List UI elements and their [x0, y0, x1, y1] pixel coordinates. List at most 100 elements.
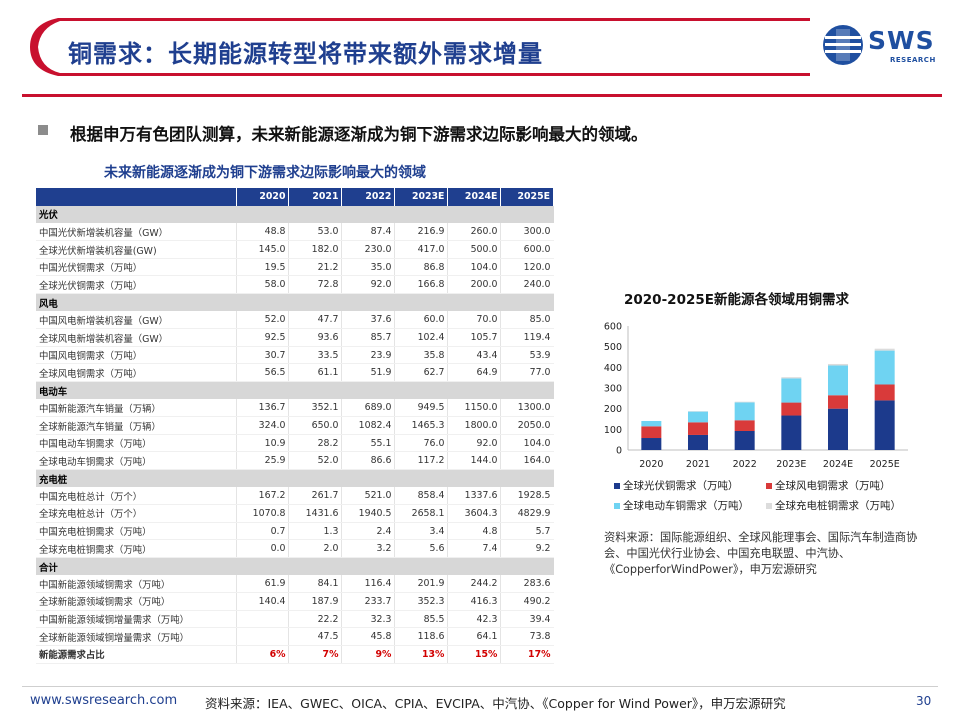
table-cell: 15% — [447, 645, 501, 664]
table-cell: 120.0 — [500, 258, 554, 277]
table-cell: 2658.1 — [394, 504, 448, 523]
section-label: 合计 — [36, 557, 554, 576]
table-cell — [235, 627, 289, 646]
legend-swatch — [766, 483, 772, 489]
table-cell: 521.0 — [341, 487, 395, 506]
key-point-text: 根据申万有色团队测算，未来新能源逐渐成为铜下游需求边际影响最大的领域。 — [70, 125, 648, 144]
row-label: 全球新能源汽车销量（万辆） — [36, 416, 236, 435]
table-cell: 352.3 — [394, 592, 448, 611]
row-label: 全球风电新增装机容量（GW） — [36, 328, 236, 347]
legend-item: 全球充电桩铜需求（万吨） — [766, 498, 901, 513]
table-cell: 33.5 — [288, 346, 342, 365]
column-header: 2021 — [288, 188, 343, 206]
y-tick-label: 100 — [604, 425, 622, 436]
table-cell: 140.4 — [235, 592, 289, 611]
row-label: 中国充电桩铜需求（万吨） — [36, 522, 236, 541]
footer-website-link[interactable]: www.swsresearch.com — [30, 693, 178, 708]
table-cell: 233.7 — [341, 592, 395, 611]
table-cell: 45.8 — [341, 627, 395, 646]
bar-segment — [874, 384, 895, 401]
stacked-bar-chart: 0 100 200 300 400 500 600 2020 2021 2022 2023E 2024… — [604, 322, 908, 470]
row-label: 中国光伏新增装机容量（GW） — [36, 223, 236, 242]
y-tick-label: 600 — [604, 322, 622, 333]
table-cell: 167.2 — [235, 487, 289, 506]
table-cell: 200.0 — [447, 275, 501, 295]
table-cell: 7.4 — [447, 539, 501, 558]
table-row: 中国新能源领域铜增量需求（万吨） 22.2 32.3 85.5 42.3 39.4 — [36, 610, 554, 629]
table-caption: 未来新能源逐渐成为铜下游需求边际影响最大的领域 — [104, 165, 426, 181]
table-cell: 2050.0 — [500, 416, 554, 435]
section-label: 光伏 — [36, 205, 554, 224]
row-label: 中国光伏铜需求（万吨） — [36, 258, 236, 277]
table-cell — [235, 610, 289, 629]
table-cell: 56.5 — [235, 363, 289, 383]
table-cell: 43.4 — [447, 346, 501, 365]
column-header: 2020 — [236, 188, 290, 206]
bar-segment — [734, 420, 755, 431]
table-cell: 62.7 — [394, 363, 448, 383]
table-cell: 105.7 — [447, 328, 501, 347]
row-label: 全球充电桩铜需求（万吨） — [36, 539, 236, 558]
table-cell: 352.1 — [288, 399, 342, 418]
chart-title: 2020-2025E新能源各领域用铜需求 — [624, 292, 849, 308]
y-tick-label: 300 — [604, 384, 622, 395]
x-tick-label: 2020 — [639, 459, 663, 470]
row-label: 全球光伏新增装机容量(GW) — [36, 240, 236, 259]
table-cell: 30.7 — [235, 346, 289, 365]
table-row: 中国新能源汽车销量（万辆） 136.7 352.1 689.0 949.5 1150.0 1… — [36, 399, 554, 418]
footer-source: 资料来源：IEA、GWEC、OICA、CPIA、EVCIPA、中汽协、《Copp… — [205, 696, 786, 711]
table-cell: 187.9 — [288, 592, 342, 611]
table-cell: 17% — [500, 645, 554, 664]
bar-segment — [688, 422, 708, 435]
table-cell: 35.0 — [341, 258, 395, 277]
table-cell: 2.4 — [341, 522, 395, 541]
table-cell: 102.4 — [394, 328, 448, 347]
legend-label: 全球风电铜需求（万吨） — [775, 480, 891, 492]
table-cell: 10.9 — [235, 434, 289, 453]
table-row: 全球充电桩铜需求（万吨） 0.0 2.0 3.2 5.6 7.4 9.2 — [36, 539, 554, 558]
table-cell: 5.7 — [500, 522, 554, 541]
legend-item: 全球电动车铜需求（万吨） — [614, 498, 749, 513]
table-cell: 3.2 — [341, 539, 395, 558]
table-cell: 650.0 — [288, 416, 342, 435]
table-cell: 13% — [394, 645, 448, 664]
row-label: 中国新能源汽车销量（万辆） — [36, 399, 236, 418]
table-cell: 6% — [235, 645, 289, 664]
logo-subtitle: RESEARCH — [890, 56, 936, 64]
bar-segment — [828, 363, 848, 366]
footer-divider — [22, 686, 938, 687]
table-cell: 77.0 — [500, 363, 554, 383]
table-cell: 21.2 — [288, 258, 342, 277]
bar-segment — [641, 438, 662, 450]
table-cell: 0.7 — [235, 522, 289, 541]
table-cell: 3.4 — [394, 522, 448, 541]
column-header: 2022 — [341, 188, 396, 206]
table-section-row: 合计 — [36, 557, 554, 576]
table-row: 全球新能源汽车销量（万辆） 324.0 650.0 1082.4 1465.3 1800.… — [36, 416, 554, 435]
section-label: 充电桩 — [36, 469, 554, 488]
table-cell: 39.4 — [500, 610, 554, 629]
y-tick-label: 400 — [604, 363, 622, 374]
row-label: 新能源需求占比 — [36, 645, 236, 664]
row-label: 中国新能源领域铜增量需求（万吨） — [36, 610, 236, 629]
table-cell: 1431.6 — [288, 504, 342, 523]
table-cell: 64.9 — [447, 363, 501, 383]
y-tick-label: 500 — [604, 342, 622, 353]
table-cell: 104.0 — [447, 258, 501, 277]
table-row: 全球新能源领域铜需求（万吨） 140.4 187.9 233.7 352.3 416.3 4… — [36, 592, 554, 611]
table-cell: 72.8 — [288, 275, 342, 295]
bar-segment — [688, 434, 708, 450]
chart-source-note: 资料来源：国际能源组织、全球风能理事会、国际汽车制造商协会、中国光伏行业协会、中… — [604, 531, 918, 576]
table-cell: 87.4 — [341, 223, 395, 242]
table-cell: 416.3 — [447, 592, 501, 611]
copper-demand-table: 2020 2021 2022 2023E 2024E 2025E 光伏 中国光伏新… — [36, 188, 554, 664]
table-cell: 55.1 — [341, 434, 395, 453]
legend-label: 全球电动车铜需求（万吨） — [623, 500, 749, 512]
table-cell: 3604.3 — [447, 504, 501, 523]
table-row: 中国新能源领域铜需求（万吨） 61.9 84.1 116.4 201.9 244.2 283… — [36, 575, 554, 594]
table-cell: 1300.0 — [500, 399, 554, 418]
table-cell: 118.6 — [394, 627, 448, 646]
bar-segment — [781, 378, 802, 403]
table-cell: 116.4 — [341, 575, 395, 594]
sws-logo-icon — [823, 25, 863, 65]
